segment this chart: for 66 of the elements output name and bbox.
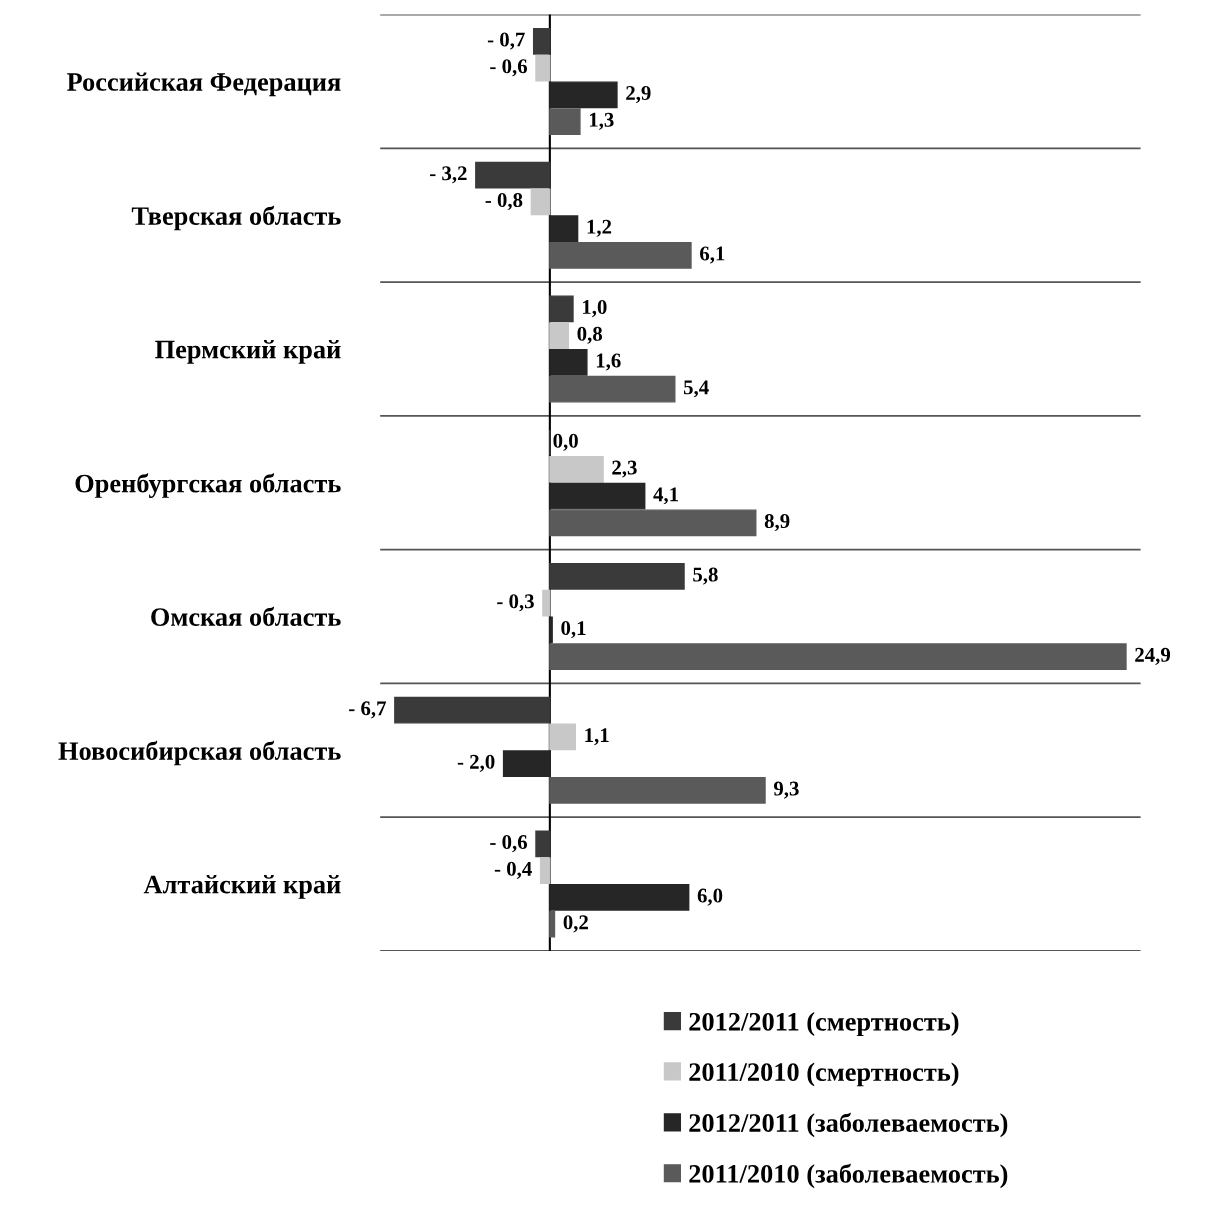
bar <box>532 27 551 55</box>
data-label: 6,0 <box>697 888 723 906</box>
bar <box>549 910 556 938</box>
bar <box>549 295 574 323</box>
data-label: 9,3 <box>773 781 799 799</box>
data-label: 1,1 <box>585 728 609 746</box>
y-tick-label: Алтайский край <box>143 875 341 899</box>
data-label: 2,3 <box>612 460 637 478</box>
y-tick-label: Оренбургская область <box>75 473 341 498</box>
bar <box>549 455 604 483</box>
bar <box>549 375 676 403</box>
data-label: - 6,7 <box>349 701 386 719</box>
bar <box>549 482 646 510</box>
data-label: 1,6 <box>596 353 621 371</box>
data-label: 1,3 <box>589 112 614 130</box>
bar <box>549 348 588 376</box>
y-tick-label: Новосибирская область <box>58 740 341 766</box>
data-label: 24,9 <box>1135 647 1171 665</box>
data-label: - 0,6 <box>490 59 528 77</box>
bar <box>549 776 766 804</box>
data-label: 0,2 <box>563 915 588 933</box>
bar <box>549 616 553 644</box>
legend-label: 2011/2010 (заболеваемость) <box>689 1163 1008 1189</box>
data-label: 5,8 <box>693 567 718 585</box>
bar <box>549 723 577 751</box>
bar <box>549 215 579 243</box>
bar <box>549 643 1127 671</box>
data-label: 1,0 <box>582 300 607 318</box>
y-tick-label: Пермский край <box>155 339 341 364</box>
data-label: - 0,7 <box>487 32 525 50</box>
bar <box>535 54 551 82</box>
y-tick-label: Омская область <box>151 606 341 626</box>
data-label: - 0,4 <box>494 861 532 879</box>
bar <box>549 884 690 911</box>
bar <box>502 750 551 778</box>
data-label: - 0,3 <box>497 594 534 612</box>
data-label: 0,0 <box>553 433 578 451</box>
bar <box>394 696 551 724</box>
bar <box>549 108 581 136</box>
bar <box>475 161 551 189</box>
y-tick-label: Российская Федерация <box>67 72 341 97</box>
data-label: - 3,2 <box>430 166 467 184</box>
bar <box>549 562 685 590</box>
data-label: 4,1 <box>653 487 679 505</box>
data-label: 5,4 <box>683 380 709 398</box>
data-label: - 2,0 <box>457 754 495 772</box>
bar <box>542 589 551 617</box>
y-tick-label: Тверская область <box>131 205 341 231</box>
data-label: - 0,6 <box>490 835 528 853</box>
data-label: - 0,8 <box>485 193 523 211</box>
bar <box>535 830 551 858</box>
data-label: 1,2 <box>587 219 612 237</box>
legend-label: 2011/2010 (смертность) <box>689 1062 959 1087</box>
bar <box>549 81 618 109</box>
bar <box>530 188 551 216</box>
data-label: 6,1 <box>700 246 725 264</box>
bar <box>539 857 551 885</box>
data-label: 0,8 <box>577 326 603 344</box>
bar <box>549 241 692 269</box>
bar <box>549 322 570 350</box>
data-label: 2,9 <box>626 86 651 104</box>
data-label: 0,1 <box>561 621 586 639</box>
legend-label: 2012/2011 (заболеваемость) <box>689 1112 1008 1138</box>
data-label: 8,9 <box>764 514 790 532</box>
bar <box>549 509 757 537</box>
legend-label: 2012/2011 (смертность) <box>689 1012 959 1037</box>
